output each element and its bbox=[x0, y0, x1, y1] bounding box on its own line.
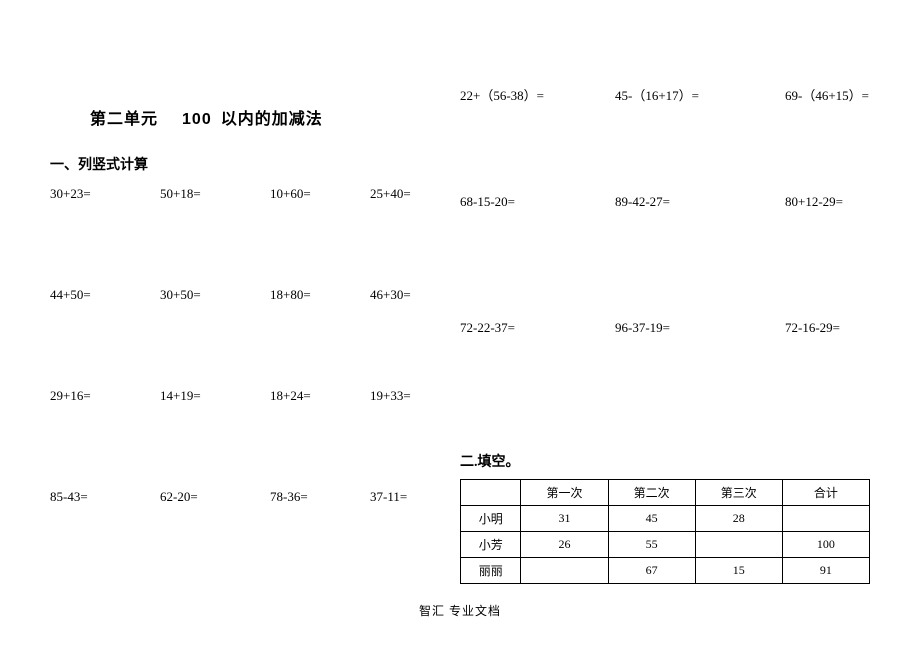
cell: 91 bbox=[782, 558, 869, 584]
col-head: 第一次 bbox=[521, 480, 608, 506]
unit-prefix: 第二单元 bbox=[90, 111, 158, 128]
right-row: 22+（56-38）= 45-（16+17）= 69-（46+15）= bbox=[460, 85, 900, 104]
problem: 29+16= bbox=[50, 388, 160, 404]
problem: 30+50= bbox=[160, 287, 270, 303]
table-row: 丽丽 67 15 91 bbox=[461, 558, 870, 584]
section2-heading: 二.填空。 bbox=[460, 451, 900, 471]
cell: 100 bbox=[782, 532, 869, 558]
problem: 14+19= bbox=[160, 388, 270, 404]
section1-heading: 一、列竖式计算 bbox=[50, 154, 450, 174]
cell: 15 bbox=[695, 558, 782, 584]
problem: 85-43= bbox=[50, 489, 160, 505]
cell: 31 bbox=[521, 506, 608, 532]
cell bbox=[521, 558, 608, 584]
footer-text: 智汇 专业文档 bbox=[0, 602, 920, 619]
problem-row: 44+50= 30+50= 18+80= 46+30= bbox=[50, 287, 450, 303]
problem: 96-37-19= bbox=[615, 320, 785, 336]
problem: 22+（56-38）= bbox=[460, 85, 615, 104]
section2-wrap: 二.填空。 第一次 第二次 第三次 合计 小明 31 45 28 小芳 bbox=[460, 451, 900, 584]
page: 第二单元 100 以内的加减法 一、列竖式计算 30+23= 50+18= 10… bbox=[0, 0, 920, 651]
problem: 68-15-20= bbox=[460, 194, 615, 210]
problem: 46+30= bbox=[370, 287, 450, 303]
problem: 30+23= bbox=[50, 186, 160, 202]
row-head: 丽丽 bbox=[461, 558, 521, 584]
problem-row: 30+23= 50+18= 10+60= 25+40= bbox=[50, 186, 450, 202]
col-head bbox=[461, 480, 521, 506]
right-column: 22+（56-38）= 45-（16+17）= 69-（46+15）= 68-1… bbox=[460, 0, 900, 584]
problem: 44+50= bbox=[50, 287, 160, 303]
cell: 55 bbox=[608, 532, 695, 558]
problem-row: 29+16= 14+19= 18+24= 19+33= bbox=[50, 388, 450, 404]
unit-number: 100 bbox=[182, 111, 212, 128]
cell: 45 bbox=[608, 506, 695, 532]
row-head: 小明 bbox=[461, 506, 521, 532]
problem-row: 85-43= 62-20= 78-36= 37-11= bbox=[50, 489, 450, 505]
cell bbox=[782, 506, 869, 532]
cell: 28 bbox=[695, 506, 782, 532]
row-head: 小芳 bbox=[461, 532, 521, 558]
problem: 50+18= bbox=[160, 186, 270, 202]
problem: 62-20= bbox=[160, 489, 270, 505]
table-row: 第一次 第二次 第三次 合计 bbox=[461, 480, 870, 506]
problem: 72-22-37= bbox=[460, 320, 615, 336]
left-column: 第二单元 100 以内的加减法 一、列竖式计算 30+23= 50+18= 10… bbox=[50, 0, 450, 505]
cell: 26 bbox=[521, 532, 608, 558]
table-row: 小明 31 45 28 bbox=[461, 506, 870, 532]
cell bbox=[695, 532, 782, 558]
problem: 80+12-29= bbox=[785, 194, 900, 210]
problem: 72-16-29= bbox=[785, 320, 900, 336]
problem: 18+80= bbox=[270, 287, 370, 303]
cell: 67 bbox=[608, 558, 695, 584]
fill-table: 第一次 第二次 第三次 合计 小明 31 45 28 小芳 26 55 bbox=[460, 479, 870, 584]
problem: 18+24= bbox=[270, 388, 370, 404]
unit-suffix: 以内的加减法 bbox=[221, 111, 323, 128]
table-row: 小芳 26 55 100 bbox=[461, 532, 870, 558]
problem: 19+33= bbox=[370, 388, 450, 404]
col-head: 第三次 bbox=[695, 480, 782, 506]
problem: 45-（16+17）= bbox=[615, 85, 785, 104]
problem: 25+40= bbox=[370, 186, 450, 202]
problem: 69-（46+15）= bbox=[785, 85, 900, 104]
unit-title: 第二单元 100 以内的加减法 bbox=[90, 105, 450, 129]
problem: 78-36= bbox=[270, 489, 370, 505]
col-head: 第二次 bbox=[608, 480, 695, 506]
problem: 10+60= bbox=[270, 186, 370, 202]
problem: 37-11= bbox=[370, 489, 450, 505]
right-row: 72-22-37= 96-37-19= 72-16-29= bbox=[460, 320, 900, 336]
problem: 89-42-27= bbox=[615, 194, 785, 210]
right-row: 68-15-20= 89-42-27= 80+12-29= bbox=[460, 194, 900, 210]
col-head: 合计 bbox=[782, 480, 869, 506]
